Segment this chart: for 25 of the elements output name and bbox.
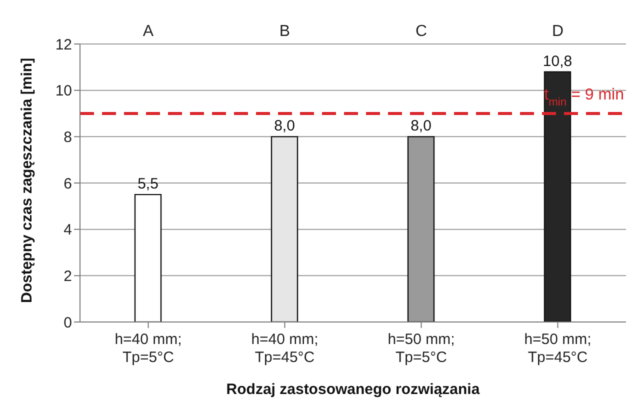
y-tick-label: 2 [64,268,72,285]
ref-line-label: t$_{min}$ = 9 min [544,86,624,108]
y-tick-label: 12 [55,36,72,54]
x-tick-label: h=40 mm; Tp=45°C [251,331,318,366]
bar [270,136,298,322]
bar [544,71,572,322]
text: A [142,23,154,40]
x-tick-label: h=40 mm; Tp=5°C [114,331,182,366]
data-label: 5,5 [138,176,158,193]
x-tick-label: h=50 mm; Tp=5°C [388,331,455,366]
y-tick-label: 0 [64,314,72,332]
x-axis-title: Rodzaj zastosowanego rozwiązania [226,381,480,398]
text: C [415,23,428,40]
data-label: 8,0 [274,118,295,135]
text: B [279,23,290,40]
x-tick-label: h=50 mm; Tp=45°C [524,331,592,366]
y-tick-label: 6 [64,175,72,192]
bar [134,194,162,322]
y-tick-label: 8 [64,128,72,146]
data-label: 10,8 [542,52,572,70]
y-tick-label: 4 [64,222,72,239]
y-tick-label: 10 [55,82,72,100]
y-axis-title: Dostępny czas zagęszczania [min] [18,58,36,303]
text: D [552,23,564,40]
data-label: 8,0 [410,118,432,135]
